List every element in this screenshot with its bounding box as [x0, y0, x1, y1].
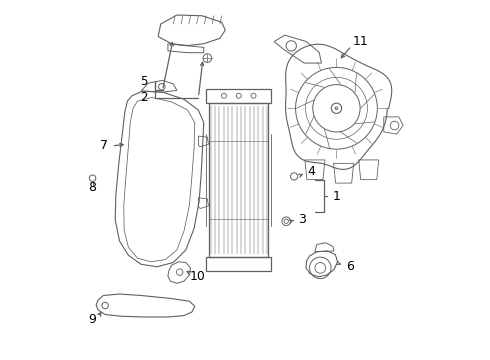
Bar — [206, 257, 271, 271]
Text: 7: 7 — [100, 139, 108, 152]
Text: 1: 1 — [333, 190, 341, 203]
Text: 5: 5 — [140, 75, 147, 88]
Text: 10: 10 — [190, 270, 206, 283]
Text: 6: 6 — [346, 260, 354, 273]
Text: 3: 3 — [298, 213, 306, 226]
Text: 2: 2 — [140, 91, 147, 104]
Text: 8: 8 — [89, 181, 97, 194]
Text: 11: 11 — [352, 35, 368, 48]
Text: 9: 9 — [89, 313, 97, 327]
Text: 4: 4 — [307, 165, 315, 177]
Bar — [206, 89, 271, 103]
Bar — [209, 103, 269, 257]
